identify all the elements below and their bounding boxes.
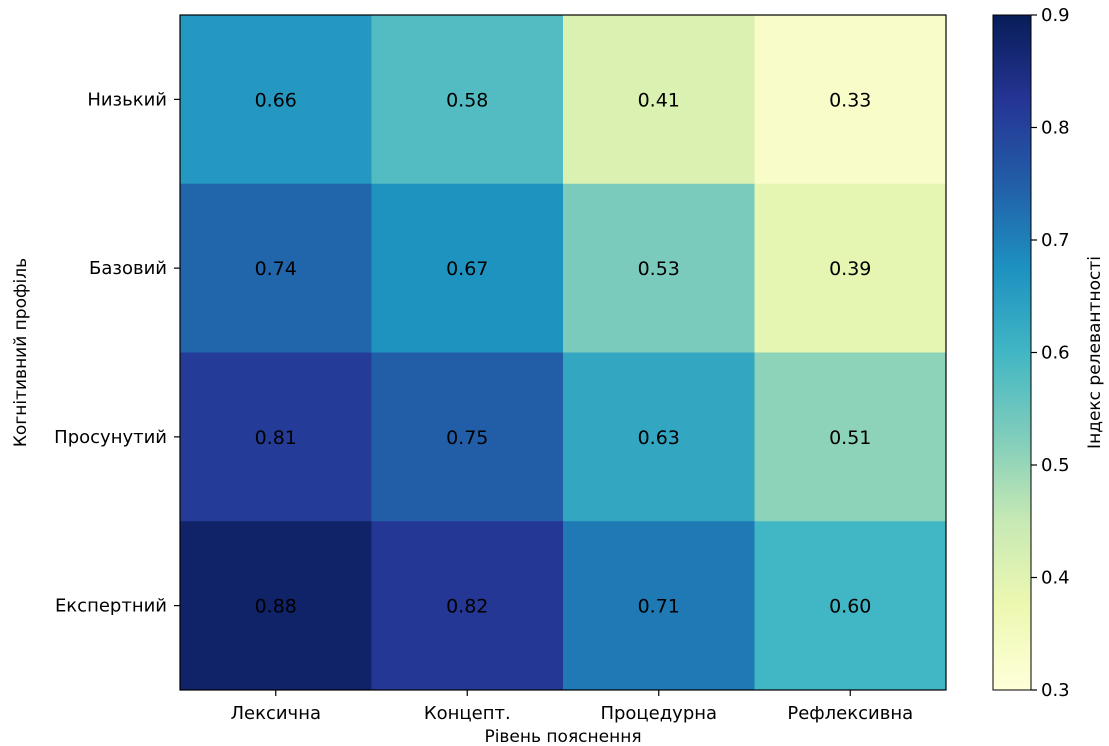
heatmap-cell [754, 521, 947, 691]
cell-value-label: 0.88 [255, 596, 297, 618]
cell-value-label: 0.39 [829, 258, 871, 280]
cell-value-label: 0.67 [446, 258, 488, 280]
y-tick-label: Базовий [89, 258, 167, 279]
cell-value-label: 0.82 [446, 596, 488, 618]
cell-value-label: 0.60 [829, 596, 871, 618]
heatmap-cell [371, 521, 564, 691]
plot-frame [179, 14, 947, 691]
colorbar-tick-label: 0.8 [1041, 118, 1070, 139]
x-tick-label: Лексична [230, 703, 321, 724]
heatmap-cell [563, 183, 755, 353]
heatmap-cell [371, 352, 564, 522]
colorbar [992, 14, 1032, 691]
colorbar-tick-label: 0.6 [1041, 343, 1070, 364]
heatmap-cell [563, 15, 755, 185]
heatmap-cell [180, 183, 372, 353]
heatmap-cell [563, 352, 755, 522]
x-tick-label: Рефлексивна [787, 703, 913, 724]
cell-value-label: 0.53 [638, 258, 680, 280]
y-tick-label: Просунутий [54, 427, 167, 448]
heatmap-cell [180, 15, 372, 185]
x-axis-ticks: Лексична Концепт. Процедурна Рефлексивна [230, 690, 913, 724]
y-axis-ticks: Низький Базовий Просунутий Експертний [54, 89, 180, 617]
x-tick-label: Концепт. [424, 703, 511, 724]
colorbar-tick-label: 0.9 [1041, 5, 1070, 26]
cell-value-label: 0.63 [638, 427, 680, 449]
cell-value-label: 0.66 [255, 89, 297, 111]
heatmap-cell [180, 521, 372, 691]
cell-value-label: 0.58 [446, 89, 488, 111]
y-axis-label: Когнітивний профіль [11, 258, 31, 447]
colorbar-tick-label: 0.3 [1041, 680, 1070, 701]
cell-value-label: 0.74 [255, 258, 297, 280]
heatmap-cell [371, 183, 564, 353]
colorbar-tick-label: 0.4 [1041, 568, 1070, 589]
colorbar-tick-label: 0.5 [1041, 455, 1070, 476]
x-axis-label: Рівень пояснення [484, 727, 641, 746]
y-tick-label: Експертний [55, 596, 167, 617]
heatmap-cell [754, 15, 947, 185]
heatmap-cell [754, 352, 947, 522]
cell-value-label: 0.51 [829, 427, 871, 449]
heatmap-cells [180, 15, 947, 691]
cell-value-label: 0.75 [446, 427, 488, 449]
heatmap-cell-labels: 0.66 0.58 0.41 0.33 0.74 0.67 0.53 0.39 0.81 0.75… [255, 89, 872, 617]
heatmap-cell [371, 15, 564, 185]
heatmap-cell [180, 352, 372, 522]
colorbar-tick-label: 0.7 [1041, 230, 1070, 251]
heatmap-cell [563, 521, 755, 691]
cell-value-label: 0.33 [829, 89, 871, 111]
heatmap-cell [754, 183, 947, 353]
colorbar-ticks: 0.3 0.4 0.5 0.6 0.7 0.8 0.9 [1031, 5, 1070, 701]
cell-value-label: 0.81 [255, 427, 297, 449]
colorbar-label: Індекс релевантності [1085, 256, 1105, 449]
cell-value-label: 0.41 [638, 89, 680, 111]
y-tick-label: Низький [87, 89, 167, 110]
cell-value-label: 0.71 [638, 596, 680, 618]
x-tick-label: Процедурна [600, 703, 717, 724]
